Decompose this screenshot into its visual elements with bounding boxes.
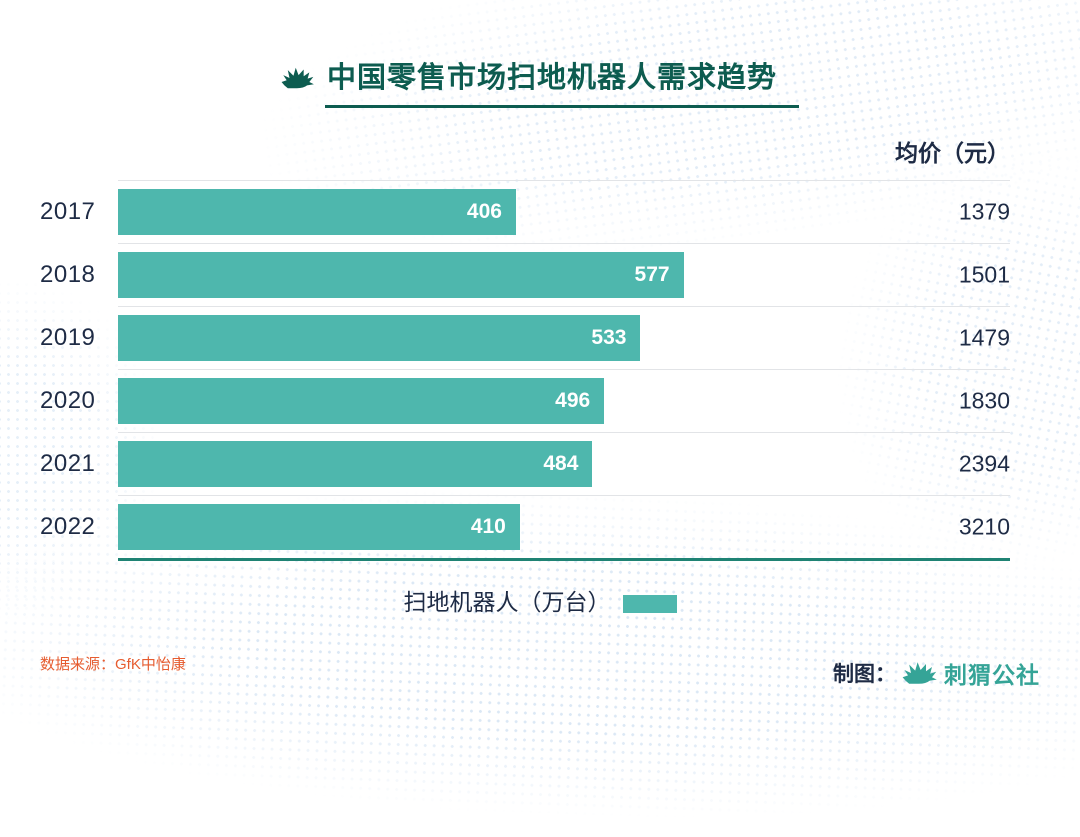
bar-2021: 484 [118, 440, 593, 487]
bar-2020: 496 [118, 377, 605, 424]
brand-name: 刺猬公社 [944, 662, 1040, 688]
legend-swatch [622, 594, 677, 613]
bar-value-label: 484 [543, 451, 579, 475]
plot-area: 410 [118, 503, 1010, 550]
plot-area: 533 [118, 314, 1010, 361]
bar-2017: 406 [118, 188, 516, 235]
x-axis-line [118, 558, 1010, 561]
price-value: 2394 [958, 450, 1010, 476]
chart-page: 中国零售市场扫地机器人需求趋势 均价（元） 2017 406 1379 2018… [0, 0, 1080, 617]
bar-2018: 577 [118, 251, 684, 298]
chart-row: 2022 410 3210 [40, 495, 1010, 558]
legend: 扫地机器人（万台） [0, 583, 1080, 617]
chart-row: 2017 406 1379 [40, 180, 1010, 243]
bar-2022: 410 [118, 503, 520, 550]
title-wrap: 中国零售市场扫地机器人需求趋势 [281, 54, 799, 108]
price-value: 1501 [958, 261, 1010, 287]
plot-area: 496 [118, 377, 1010, 424]
year-label: 2021 [40, 449, 96, 477]
data-source-note: 数据来源：GfK中怡康 [40, 656, 186, 673]
chart-row: 2018 577 1501 [40, 243, 1010, 306]
chart-row: 2020 496 1830 [40, 369, 1010, 432]
bar-chart: 2017 406 1379 2018 577 1501 2019 533 [40, 180, 1010, 561]
price-value: 1379 [958, 198, 1010, 224]
year-label: 2022 [40, 512, 96, 540]
chart-row: 2021 484 2394 [40, 432, 1010, 495]
hedgehog-icon [281, 67, 314, 89]
year-label: 2019 [40, 323, 96, 351]
bar-value-label: 496 [555, 388, 591, 412]
bar-value-label: 410 [470, 514, 506, 538]
year-label: 2018 [40, 260, 96, 288]
bar-2019: 533 [118, 314, 641, 361]
plot-area: 484 [118, 440, 1010, 487]
page-title: 中国零售市场扫地机器人需求趋势 [324, 54, 799, 108]
plot-area: 577 [118, 251, 1010, 298]
price-value: 1830 [958, 387, 1010, 413]
year-label: 2020 [40, 386, 96, 414]
year-label: 2017 [40, 197, 96, 225]
bar-value-label: 577 [634, 262, 670, 286]
credit: 制图： 刺猬公社 [833, 656, 1040, 690]
header: 中国零售市场扫地机器人需求趋势 [0, 0, 1080, 108]
price-column-header: 均价（元） [895, 140, 1010, 166]
bar-value-label: 406 [466, 199, 502, 223]
plot-area: 406 [118, 188, 1010, 235]
price-value: 1479 [958, 324, 1010, 350]
chart-row: 2019 533 1479 [40, 306, 1010, 369]
credit-label: 制图： [833, 663, 896, 686]
hedgehog-logo-icon [902, 662, 937, 684]
bar-value-label: 533 [591, 325, 627, 349]
price-value: 3210 [958, 513, 1010, 539]
legend-label: 扫地机器人（万台） [403, 589, 611, 615]
